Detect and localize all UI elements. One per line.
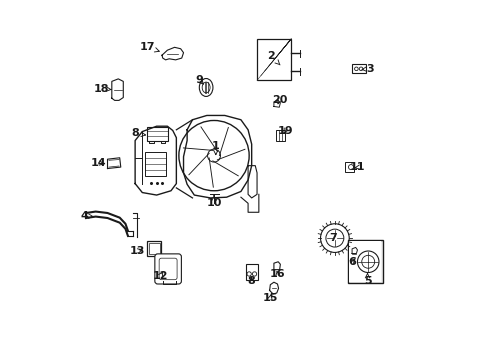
Bar <box>347 239 382 283</box>
Bar <box>276 130 285 141</box>
Text: 16: 16 <box>269 269 285 279</box>
Bar <box>351 64 366 73</box>
Text: 7: 7 <box>329 233 337 243</box>
Text: 14: 14 <box>90 158 106 168</box>
Bar <box>245 264 258 280</box>
Bar <box>144 152 166 176</box>
Text: 9: 9 <box>195 75 203 85</box>
Text: 8: 8 <box>131 129 145 138</box>
Bar <box>348 241 381 282</box>
Text: 19: 19 <box>277 126 293 135</box>
Text: 8: 8 <box>247 276 255 286</box>
Text: 13: 13 <box>130 246 145 256</box>
Text: 17: 17 <box>140 42 159 52</box>
Text: 18: 18 <box>93 84 111 94</box>
Bar <box>147 127 167 140</box>
FancyBboxPatch shape <box>155 254 181 284</box>
Text: 1: 1 <box>211 141 219 154</box>
Bar <box>148 243 159 254</box>
Ellipse shape <box>199 78 212 96</box>
Text: 6: 6 <box>347 257 355 267</box>
Text: 2: 2 <box>267 51 280 65</box>
Text: 4: 4 <box>81 211 93 221</box>
Text: 3: 3 <box>361 64 373 74</box>
Text: 20: 20 <box>271 95 287 105</box>
Text: 11: 11 <box>349 162 365 172</box>
Bar <box>257 39 290 80</box>
Bar <box>147 241 161 256</box>
Text: 5: 5 <box>363 273 370 286</box>
Text: 12: 12 <box>152 271 168 281</box>
Text: 15: 15 <box>262 293 278 303</box>
Text: 10: 10 <box>206 195 221 208</box>
Circle shape <box>320 224 348 252</box>
Bar <box>344 162 353 172</box>
Circle shape <box>207 149 220 162</box>
